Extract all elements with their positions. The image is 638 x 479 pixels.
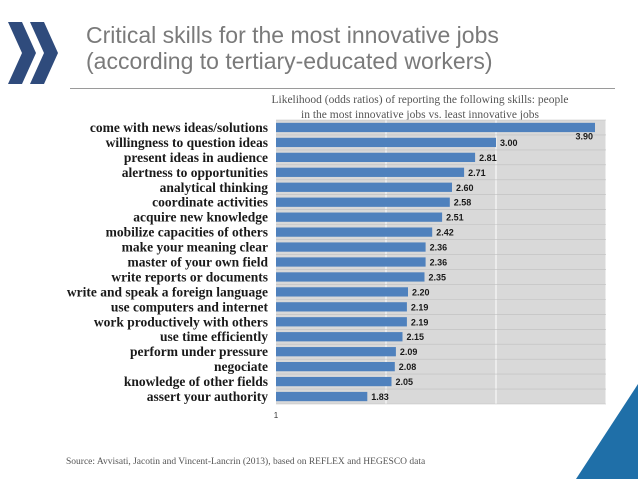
source-note: Source: Avvisati, Jacotin and Vincent-La… [66,457,426,467]
bar [276,122,595,133]
category-label: willingness to question ideas [106,135,268,150]
title-divider [70,88,615,89]
chart-title-line1: Likelihood (odds ratios) of reporting th… [271,94,569,106]
bar [276,167,465,177]
bar [276,227,433,237]
category-label: use computers and internet [111,299,269,314]
category-label: make your meaning clear [122,240,268,255]
bar [276,242,426,252]
value-label: 2.19 [411,302,429,312]
bar [276,302,407,312]
value-label: 2.71 [468,168,486,178]
value-label: 2.51 [446,213,464,223]
bar [276,272,425,282]
bar [276,361,395,372]
category-label: assert your authority [147,389,268,404]
logo-chevron-left [8,22,36,84]
skills-bar-chart: come with news ideas/solutions 3.90 willin… [67,119,607,420]
category-label: write and speak a foreign language [67,284,268,299]
corner-triangle [576,384,638,479]
value-label: 2.19 [411,317,429,327]
value-label: 2.60 [456,183,474,193]
category-label: analytical thinking [160,180,269,195]
category-label: present ideas in audience [124,150,268,165]
category-label: coordinate activities [152,195,268,210]
category-label: work productively with others [94,314,268,329]
value-label: 2.09 [400,347,418,357]
bar [276,332,403,342]
corner-decoration [576,384,638,479]
logo-chevron-right [30,22,58,84]
value-label: 1.83 [371,392,389,402]
bar [276,317,407,327]
category-label: perform under pressure [130,344,268,359]
slide-title-line1: Critical skills for the most innovative … [86,22,499,48]
value-label: 2.35 [429,272,447,282]
value-label: 3.00 [500,138,518,148]
value-label: 2.42 [436,228,454,238]
slide-title: Critical skills for the most innovative … [86,22,626,74]
bar [276,287,408,297]
value-label: 2.20 [412,287,430,297]
x-tick-label: 1 [274,411,279,420]
bar [276,347,396,357]
category-label: master of your own field [128,255,269,270]
category-label: knowledge of other fields [124,374,268,389]
value-label: 3.90 [575,131,593,141]
bar [276,212,443,222]
chart-title-line2: in the most innovative jobs vs. least in… [301,109,539,121]
category-label: acquire new knowledge [133,210,268,225]
category-label: come with news ideas/solutions [90,120,268,135]
bar [276,182,452,192]
category-label: mobilize capacities of others [106,225,268,240]
bar [276,197,450,207]
value-label: 2.05 [396,377,414,387]
value-label: 2.81 [479,153,497,163]
bar [276,137,496,148]
category-label: alertness to opportunities [122,165,268,180]
value-label: 2.08 [399,362,417,372]
category-label: write reports or documents [111,269,268,284]
slide-title-line2: (according to tertiary-educated workers) [86,48,493,74]
value-label: 2.36 [430,258,448,268]
oecd-logo [8,22,58,84]
value-label: 2.58 [454,198,472,208]
bar [276,391,368,402]
bar [276,257,426,267]
bar [276,376,392,387]
chart-title: Likelihood (odds ratios) of reporting th… [200,93,638,123]
category-label: negociate [214,359,268,374]
category-label: use time efficiently [160,329,268,344]
value-label: 2.36 [430,243,448,253]
bar [276,152,476,163]
value-label: 2.15 [407,332,425,342]
